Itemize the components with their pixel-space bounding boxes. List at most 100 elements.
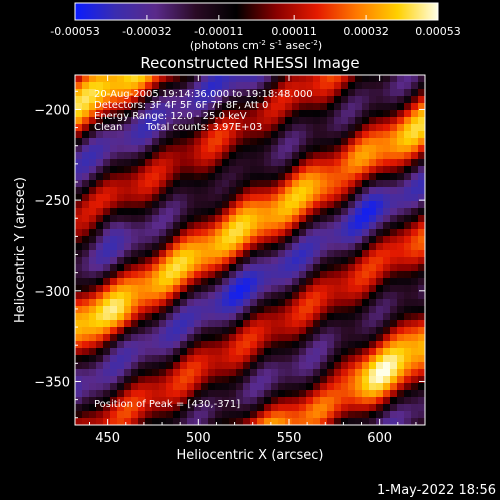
heatmap-cell <box>376 103 384 111</box>
heatmap-cell <box>117 96 125 104</box>
heatmap-cell <box>390 131 398 139</box>
heatmap-cell <box>89 243 97 251</box>
heatmap-cell <box>194 313 202 321</box>
heatmap-cell <box>173 404 181 412</box>
heatmap-cell <box>82 173 90 181</box>
heatmap-cell <box>75 292 83 300</box>
heatmap-cell <box>299 271 307 279</box>
heatmap-cell <box>82 180 90 188</box>
heatmap-cell <box>327 418 335 425</box>
heatmap-cell <box>82 82 90 90</box>
heatmap-cell <box>103 376 111 384</box>
heatmap-cell <box>397 390 405 398</box>
heatmap-cell <box>299 138 307 146</box>
heatmap-cell <box>229 173 237 181</box>
heatmap-cell <box>257 159 265 167</box>
heatmap-cell <box>124 82 132 90</box>
heatmap-cell <box>264 376 272 384</box>
heatmap-cell <box>299 348 307 356</box>
heatmap-cell <box>103 124 111 132</box>
heatmap-cell <box>89 222 97 230</box>
heatmap-cell <box>187 173 195 181</box>
heatmap-cell <box>264 313 272 321</box>
heatmap-cell <box>180 138 188 146</box>
heatmap-cell <box>299 334 307 342</box>
heatmap-cell <box>236 404 244 412</box>
heatmap-cell <box>320 411 328 419</box>
heatmap-cell <box>208 320 216 328</box>
heatmap-cell <box>327 250 335 258</box>
heatmap-cell <box>131 362 139 370</box>
heatmap-cell <box>341 215 349 223</box>
heatmap-cell <box>243 404 251 412</box>
heatmap-cell <box>215 215 223 223</box>
heatmap-cell <box>103 138 111 146</box>
heatmap-cell <box>397 180 405 188</box>
heatmap-cell <box>145 313 153 321</box>
heatmap-cell <box>243 257 251 265</box>
heatmap-cell <box>411 341 419 349</box>
heatmap-cell <box>152 145 160 153</box>
heatmap-cell <box>341 418 349 425</box>
heatmap-cell <box>166 229 174 237</box>
heatmap-cell <box>208 411 216 419</box>
heatmap-cell <box>320 292 328 300</box>
heatmap-cell <box>334 341 342 349</box>
heatmap-cell <box>145 110 153 118</box>
heatmap-cell <box>313 327 321 335</box>
heatmap-cell <box>285 89 293 97</box>
heatmap-cell <box>327 355 335 363</box>
heatmap-cell <box>341 278 349 286</box>
heatmap-cell <box>271 173 279 181</box>
heatmap-cell <box>187 236 195 244</box>
heatmap-cell <box>243 292 251 300</box>
heatmap-cell <box>145 152 153 160</box>
heatmap-cell <box>75 369 83 377</box>
heatmap-cell <box>215 243 223 251</box>
heatmap-cell <box>201 285 209 293</box>
heatmap-cell <box>89 376 97 384</box>
heatmap-cell <box>327 376 335 384</box>
heatmap-cell <box>278 166 286 174</box>
heatmap-cell <box>383 152 391 160</box>
heatmap-cell <box>313 418 321 425</box>
heatmap-cell <box>397 404 405 412</box>
heatmap-cell <box>334 110 342 118</box>
heatmap-cell <box>180 131 188 139</box>
heatmap-cell <box>292 208 300 216</box>
heatmap-cell <box>285 236 293 244</box>
heatmap-cell <box>411 180 419 188</box>
heatmap-cell <box>96 369 104 377</box>
heatmap-cell <box>201 341 209 349</box>
heatmap-cell <box>271 341 279 349</box>
heatmap-cell <box>341 257 349 265</box>
heatmap-cell <box>369 285 377 293</box>
heatmap-cell <box>257 110 265 118</box>
heatmap-cell <box>96 327 104 335</box>
heatmap-cell <box>159 411 167 419</box>
heatmap-cell <box>264 397 272 405</box>
heatmap-cell <box>166 222 174 230</box>
heatmap-cell <box>376 376 384 384</box>
heatmap-cell <box>355 89 363 97</box>
heatmap-cell <box>96 341 104 349</box>
heatmap-cell <box>292 173 300 181</box>
heatmap-cell <box>194 397 202 405</box>
heatmap-cell <box>313 173 321 181</box>
heatmap-cell <box>285 138 293 146</box>
heatmap-cell <box>208 215 216 223</box>
heatmap-cell <box>285 194 293 202</box>
heatmap-cell <box>278 362 286 370</box>
heatmap-cell <box>75 75 83 83</box>
heatmap-cell <box>327 124 335 132</box>
heatmap-cell <box>208 138 216 146</box>
heatmap-cell <box>103 145 111 153</box>
heatmap-cell <box>327 285 335 293</box>
heatmap-cell <box>208 180 216 188</box>
heatmap-cell <box>138 138 146 146</box>
heatmap-cell <box>418 236 425 244</box>
heatmap-cell <box>299 166 307 174</box>
heatmap-cell <box>208 355 216 363</box>
heatmap-cell <box>215 271 223 279</box>
heatmap-cell <box>362 334 370 342</box>
